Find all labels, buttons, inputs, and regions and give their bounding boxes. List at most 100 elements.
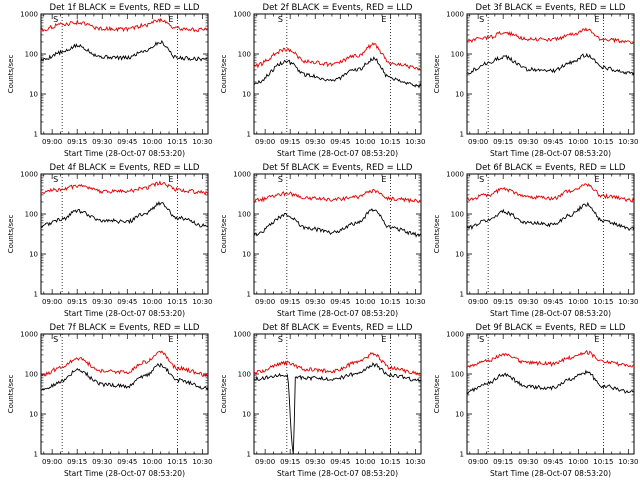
events-series-line [40, 362, 209, 391]
y-tick-label: 1000 [233, 11, 251, 19]
y-tick-label: 10 [29, 411, 38, 419]
x-tick-label: 10:00 [142, 138, 162, 146]
y-tick-label: 100 [25, 51, 38, 59]
x-tick-label: 10:30 [618, 138, 638, 146]
x-tick-label: 10:00 [568, 458, 588, 466]
x-axis-label: Start Time (28-Oct-07 08:53:20) [277, 149, 398, 158]
x-tick-label: 10:00 [568, 138, 588, 146]
y-tick-label: 10 [29, 251, 38, 259]
marker-label: S [53, 335, 58, 344]
x-tick-label: 09:00 [255, 458, 275, 466]
x-tick-label: 09:00 [255, 138, 275, 146]
x-tick-label: 09:45 [330, 458, 350, 466]
x-tick-label: 09:30 [305, 458, 325, 466]
events-series-line [466, 369, 635, 395]
panel-title: Det 7f BLACK = Events, RED = LLD [50, 323, 200, 333]
events-series-line [253, 56, 422, 89]
lld-series-line [40, 180, 209, 196]
detector-panel: Det 6f BLACK = Events, RED = LLD Counts/s… [433, 163, 639, 318]
panel-title: Det 8f BLACK = Events, RED = LLD [263, 323, 413, 333]
x-axis-label: Start Time (28-Oct-07 08:53:20) [64, 309, 185, 318]
x-tick-label: 10:30 [192, 138, 212, 146]
y-axis-label: Counts/sec [433, 215, 441, 254]
x-axis-label: Start Time (28-Oct-07 08:53:20) [277, 309, 398, 318]
lld-series-line [40, 17, 209, 33]
y-tick-label: 1000 [233, 331, 251, 339]
events-series-line [466, 52, 635, 76]
x-tick-label: 09:00 [42, 458, 62, 466]
lld-series-line [253, 189, 422, 204]
marker-label: E [381, 335, 386, 344]
y-axis-label: Counts/sec [220, 375, 228, 414]
y-tick-label: 100 [451, 211, 464, 219]
panel-title: Det 1f BLACK = Events, RED = LLD [50, 3, 200, 13]
lld-series-line [466, 27, 635, 45]
detector-panel: Det 5f BLACK = Events, RED = LLD Counts/s… [220, 163, 426, 318]
x-tick-label: 09:15 [493, 458, 513, 466]
y-tick-label: 1000 [446, 171, 464, 179]
x-tick-label: 09:30 [518, 138, 538, 146]
detector-panel: Det 9f BLACK = Events, RED = LLD Counts/s… [433, 323, 639, 478]
y-tick-label: 1000 [446, 331, 464, 339]
panel-title: Det 4f BLACK = Events, RED = LLD [50, 163, 200, 173]
x-tick-label: 09:45 [543, 298, 563, 306]
detector-panel: Det 8f BLACK = Events, RED = LLD Counts/s… [220, 323, 426, 478]
x-tick-label: 10:15 [593, 138, 613, 146]
x-tick-label: 10:30 [192, 458, 212, 466]
y-tick-label: 100 [238, 51, 251, 59]
x-axis-label: Start Time (28-Oct-07 08:53:20) [490, 469, 611, 478]
x-tick-label: 10:30 [618, 298, 638, 306]
y-axis-label: Counts/sec [7, 375, 15, 414]
marker-label: S [278, 175, 283, 184]
y-tick-label: 1000 [446, 11, 464, 19]
y-axis-label: Counts/sec [7, 215, 15, 254]
x-tick-label: 09:45 [330, 298, 350, 306]
events-series-line [40, 40, 209, 62]
marker-label: E [168, 335, 173, 344]
y-tick-label: 10 [455, 251, 464, 259]
x-tick-label: 10:30 [192, 298, 212, 306]
marker-label: S [53, 15, 58, 24]
x-tick-label: 10:15 [380, 138, 400, 146]
y-tick-label: 100 [451, 51, 464, 59]
x-tick-label: 09:00 [42, 138, 62, 146]
x-tick-label: 09:30 [92, 458, 112, 466]
panel-title: Det 2f BLACK = Events, RED = LLD [263, 3, 413, 13]
x-tick-label: 10:00 [142, 298, 162, 306]
y-axis-label: Counts/sec [220, 55, 228, 94]
marker-label: S [278, 15, 283, 24]
plot-frame [40, 173, 209, 295]
y-tick-label: 1 [247, 451, 251, 459]
x-tick-label: 10:00 [355, 138, 375, 146]
events-series-line [40, 200, 209, 229]
x-tick-label: 10:00 [355, 298, 375, 306]
marker-label: E [594, 175, 599, 184]
x-tick-label: 09:30 [518, 458, 538, 466]
x-tick-label: 10:15 [380, 458, 400, 466]
x-tick-label: 09:00 [255, 298, 275, 306]
lld-series-line [466, 349, 635, 369]
detector-panel: Det 1f BLACK = Events, RED = LLD Counts/s… [7, 3, 213, 158]
x-tick-label: 10:15 [167, 138, 187, 146]
detector-panel: Det 4f BLACK = Events, RED = LLD Counts/s… [7, 163, 213, 318]
y-axis-label: Counts/sec [433, 375, 441, 414]
y-tick-label: 1000 [20, 171, 38, 179]
x-axis-label: Start Time (28-Oct-07 08:53:20) [64, 149, 185, 158]
x-tick-label: 10:30 [618, 458, 638, 466]
x-tick-label: 09:00 [468, 458, 488, 466]
y-tick-label: 1000 [20, 11, 38, 19]
x-tick-label: 10:15 [167, 298, 187, 306]
x-tick-label: 10:30 [405, 298, 425, 306]
y-tick-label: 10 [242, 91, 251, 99]
plot-frame [466, 173, 635, 295]
x-tick-label: 09:15 [280, 458, 300, 466]
x-tick-label: 10:30 [405, 138, 425, 146]
marker-label: E [594, 335, 599, 344]
events-series-line [253, 362, 422, 455]
events-series-line [466, 201, 635, 231]
marker-label: E [381, 15, 386, 24]
x-tick-label: 09:30 [305, 298, 325, 306]
marker-label: E [168, 15, 173, 24]
y-axis-label: Counts/sec [220, 215, 228, 254]
plot-frame [466, 333, 635, 455]
